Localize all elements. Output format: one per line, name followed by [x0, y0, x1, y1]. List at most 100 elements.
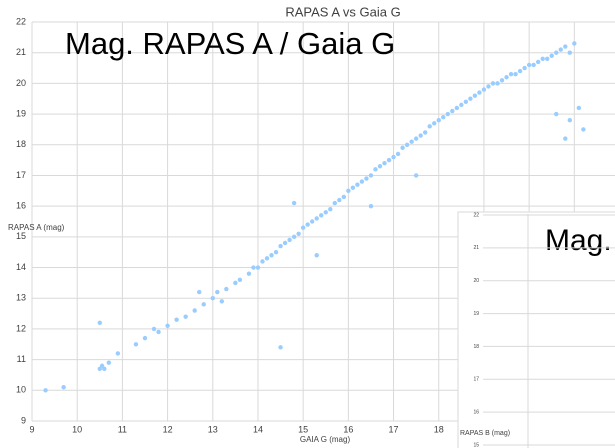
x-tick-label: 18 — [434, 424, 444, 434]
y-tick-label: 20 — [473, 278, 479, 284]
point — [427, 124, 432, 129]
point — [233, 280, 238, 286]
y-tick-label: 18 — [16, 139, 26, 149]
point — [572, 41, 577, 46]
point — [224, 286, 229, 292]
point — [314, 253, 319, 258]
x-tick-label: 12 — [163, 424, 173, 434]
y-tick-label: 22 — [473, 212, 479, 218]
point — [422, 130, 428, 135]
point — [391, 154, 396, 160]
point — [328, 207, 333, 212]
point — [549, 53, 554, 58]
point — [554, 50, 559, 55]
point — [201, 302, 206, 307]
x-tick-label: 10 — [72, 424, 82, 434]
point — [355, 182, 360, 187]
point — [459, 102, 464, 108]
point — [102, 366, 107, 372]
point — [174, 317, 179, 322]
y-tick-label: 21 — [473, 245, 479, 251]
point — [296, 231, 301, 236]
y-tick-label: 10 — [16, 385, 26, 395]
second-chart: Mag. RAPAS B (mag) 15 16 17 18 19 20 21 22 — [457, 211, 615, 448]
point — [142, 335, 148, 341]
point — [581, 127, 586, 132]
point — [278, 243, 283, 249]
point — [404, 142, 410, 147]
point — [576, 105, 582, 111]
point — [337, 197, 342, 203]
y-tick-label: 11 — [17, 354, 26, 364]
point — [287, 237, 292, 243]
y-tick-label: 14 — [16, 262, 26, 272]
point — [341, 194, 347, 200]
point — [409, 139, 414, 144]
y-tick-label: 19 — [16, 108, 26, 118]
point — [305, 222, 310, 227]
y-tick-label: 13 — [16, 293, 26, 303]
y-tick-label: 22 — [16, 16, 26, 26]
point — [486, 84, 491, 89]
point — [540, 56, 545, 62]
x-tick-label: 13 — [208, 424, 218, 434]
point — [400, 145, 405, 151]
point — [165, 323, 170, 329]
x-tick-label: 14 — [253, 424, 263, 434]
y-tick-label: 15 — [16, 231, 26, 241]
point — [359, 179, 365, 184]
point — [377, 164, 383, 169]
point — [395, 151, 401, 157]
point — [350, 185, 356, 190]
point — [291, 200, 297, 206]
x-tick-label: 15 — [298, 424, 308, 434]
point — [490, 81, 496, 86]
point — [413, 136, 419, 141]
point — [323, 210, 328, 215]
point — [535, 59, 541, 65]
point — [291, 234, 297, 240]
point — [454, 105, 460, 111]
y-tick-label: 19 — [473, 311, 479, 317]
point — [445, 111, 450, 117]
point — [364, 176, 369, 181]
point — [563, 44, 568, 49]
point — [554, 111, 559, 117]
point — [215, 289, 220, 295]
y-tick-label: 20 — [16, 78, 26, 88]
point — [264, 256, 270, 261]
point — [567, 50, 573, 55]
y-axis-label: RAPAS A (mag) — [8, 223, 65, 232]
x-tick-label: 16 — [343, 424, 353, 434]
point — [477, 90, 482, 95]
main-chart: RAPAS A vs Gaia G Mag. RAPAS A / Gaia G … — [8, 4, 615, 444]
y-tick-label: 15 — [473, 442, 479, 448]
point — [269, 253, 274, 258]
point — [513, 71, 518, 77]
point — [61, 385, 66, 390]
point — [418, 133, 423, 138]
y-tick-label: 9 — [21, 415, 26, 425]
point — [43, 388, 48, 393]
point — [314, 216, 319, 221]
y-tick-label: 12 — [16, 323, 26, 333]
point — [441, 114, 446, 120]
point — [504, 75, 509, 80]
point — [472, 93, 478, 98]
chart-title: RAPAS A vs Gaia G — [285, 4, 400, 19]
point — [192, 308, 197, 313]
point — [282, 240, 288, 246]
y-tick-label: 21 — [16, 47, 26, 57]
point — [99, 363, 105, 368]
point — [558, 47, 563, 52]
point — [310, 219, 315, 224]
point — [151, 326, 157, 332]
point — [210, 296, 215, 301]
point — [255, 265, 261, 270]
point — [219, 299, 225, 304]
point — [499, 78, 505, 83]
point — [481, 87, 487, 92]
y-tick-label: 17 — [473, 377, 479, 383]
point — [526, 62, 532, 68]
